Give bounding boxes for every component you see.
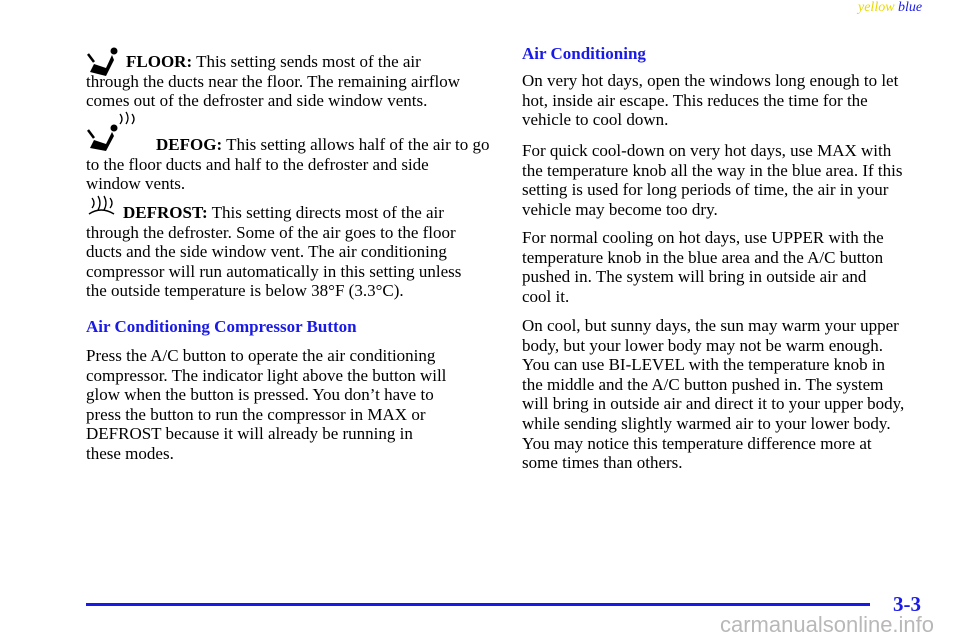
line-text: some times than others.: [522, 453, 683, 473]
floor-icon: [87, 47, 118, 76]
text-line: For normal cooling on hot days, use UPPE…: [522, 228, 884, 248]
line-text: For normal cooling on hot days, use UPPE…: [522, 228, 884, 247]
text-line: DEFOG: This setting allows half of the a…: [86, 135, 490, 155]
line-text: temperature knob in the blue area and th…: [522, 247, 884, 267]
text-line: You can use BI-LEVEL with the temperatur…: [522, 355, 904, 375]
paragraph: Press the A/C button to operate the air …: [86, 346, 446, 464]
text-line: the middle and the A/C button pushed in.…: [522, 375, 904, 395]
defrost-icon: [88, 195, 115, 215]
text-line: cool it.: [522, 287, 884, 307]
tag-blue: blue: [898, 0, 923, 15]
watermark: carmanualsonline.info: [720, 612, 935, 637]
text-line: compressor will run automatically in thi…: [86, 262, 461, 282]
line-text: On very hot days, open the windows long …: [522, 71, 899, 90]
line-text: comes out of the defroster and side wind…: [86, 91, 428, 111]
text-line: these modes.: [86, 444, 446, 464]
setting-floor: FLOOR: This setting sends most of the ai…: [86, 52, 460, 111]
line-text: the middle and the A/C button pushed in.…: [522, 374, 884, 394]
paragraph: For normal cooling on hot days, use UPPE…: [522, 228, 884, 306]
defog-icon: [87, 111, 135, 151]
tag-yellow: yellow: [858, 0, 895, 15]
text-line: On very hot days, open the windows long …: [522, 71, 898, 91]
line-text: through the defroster. Some of the air g…: [86, 222, 456, 242]
line-text: window vents.: [86, 174, 186, 194]
line-text: vehicle to cool down.: [522, 110, 669, 130]
line-text: This setting sends most of the air: [196, 52, 421, 71]
text-line: while sending slightly warmed air to you…: [522, 414, 904, 434]
text-line: vehicle to cool down.: [522, 110, 898, 130]
text-line: the temperature knob all the way in the …: [522, 161, 902, 181]
paragraph: On cool, but sunny days, the sun may war…: [522, 316, 904, 473]
line-text: while sending slightly warmed air to you…: [522, 413, 891, 433]
line-text: vehicle may become too dry.: [522, 199, 718, 219]
text-line: will bring in outside air and direct it …: [522, 394, 904, 414]
text-line: glow when the button is pressed. You don…: [86, 385, 446, 405]
text-line: the outside temperature is below 38°F (3…: [86, 281, 461, 301]
text-line: through the defroster. Some of the air g…: [86, 223, 461, 243]
text-line: hot, inside air escape. This reduces the…: [522, 91, 898, 111]
setting-defrost: DEFROST: This setting directs most of th…: [86, 203, 461, 301]
paragraph: For quick cool-down on very hot days, us…: [522, 141, 902, 219]
line-text: to the floor ducts and half to the defro…: [86, 154, 429, 174]
line-text: This setting allows half of the air to g…: [226, 135, 490, 154]
line-text: DEFROST because it will already be runni…: [86, 424, 413, 444]
text-line: temperature knob in the blue area and th…: [522, 248, 884, 268]
line-text: compressor. The indicator light above th…: [86, 365, 447, 385]
text-line: DEFROST because it will already be runni…: [86, 424, 446, 444]
line-text: compressor will run automatically in thi…: [86, 261, 462, 281]
line-text: hot, inside air escape. This reduces the…: [522, 90, 868, 110]
text-line: to the floor ducts and half to the defro…: [86, 155, 490, 175]
line-text: glow when the button is pressed. You don…: [86, 385, 434, 405]
line-text: This setting directs most of the air: [211, 203, 444, 222]
line-text: Press the A/C button to operate the air …: [86, 346, 436, 365]
text-line: For quick cool-down on very hot days, us…: [522, 141, 902, 161]
line-text: press the button to run the compressor i…: [86, 404, 426, 424]
text-line: Press the A/C button to operate the air …: [86, 346, 446, 366]
text-line: through the ducts near the floor. The re…: [86, 72, 460, 92]
line-text: For quick cool-down on very hot days, us…: [522, 141, 892, 160]
text-line: On cool, but sunny days, the sun may war…: [522, 316, 904, 336]
text-line: press the button to run the compressor i…: [86, 405, 446, 425]
line-text: the temperature knob all the way in the …: [522, 160, 903, 180]
text-line: setting is used for long periods of time…: [522, 180, 902, 200]
footer-rule: [86, 603, 870, 606]
line-text: On cool, but sunny days, the sun may war…: [522, 316, 899, 335]
line-text: ducts and the side window vent. The air …: [86, 242, 447, 262]
text-line: pushed in. The system will bring in outs…: [522, 267, 884, 287]
setting-label: DEFOG:: [156, 135, 223, 154]
section-heading: Air Conditioning: [522, 44, 646, 63]
text-line: ducts and the side window vent. The air …: [86, 242, 461, 262]
page-number: 3-3: [893, 592, 921, 616]
text-line: vehicle may become too dry.: [522, 200, 902, 220]
setting-defog: DEFOG: This setting allows half of the a…: [86, 135, 490, 194]
text-line: DEFROST: This setting directs most of th…: [86, 203, 461, 223]
line-text: pushed in. The system will bring in outs…: [522, 267, 867, 287]
line-text: body, but your lower body may not be war…: [522, 335, 884, 355]
line-text: the outside temperature is below 38°F (3…: [86, 281, 404, 301]
text-line: FLOOR: This setting sends most of the ai…: [86, 52, 460, 72]
line-text: cool it.: [522, 286, 570, 306]
line-text: You may notice this temperature differen…: [522, 433, 872, 453]
line-text: You can use BI-LEVEL with the temperatur…: [522, 355, 886, 375]
line-text: will bring in outside air and direct it …: [522, 394, 905, 414]
text-line: You may notice this temperature differen…: [522, 434, 904, 454]
line-text: through the ducts near the floor. The re…: [86, 71, 461, 91]
line-text: setting is used for long periods of time…: [522, 180, 889, 200]
section-heading: Air Conditioning Compressor Button: [86, 317, 357, 336]
text-line: some times than others.: [522, 453, 904, 473]
setting-label: DEFROST:: [123, 203, 208, 222]
paragraph: On very hot days, open the windows long …: [522, 71, 898, 130]
setting-label: FLOOR:: [126, 52, 193, 71]
line-text: these modes.: [86, 443, 174, 463]
text-line: compressor. The indicator light above th…: [86, 366, 446, 386]
text-line: body, but your lower body may not be war…: [522, 336, 904, 356]
header-tags: yellow blue: [858, 0, 922, 16]
text-line: comes out of the defroster and side wind…: [86, 91, 460, 111]
text-line: window vents.: [86, 174, 490, 194]
